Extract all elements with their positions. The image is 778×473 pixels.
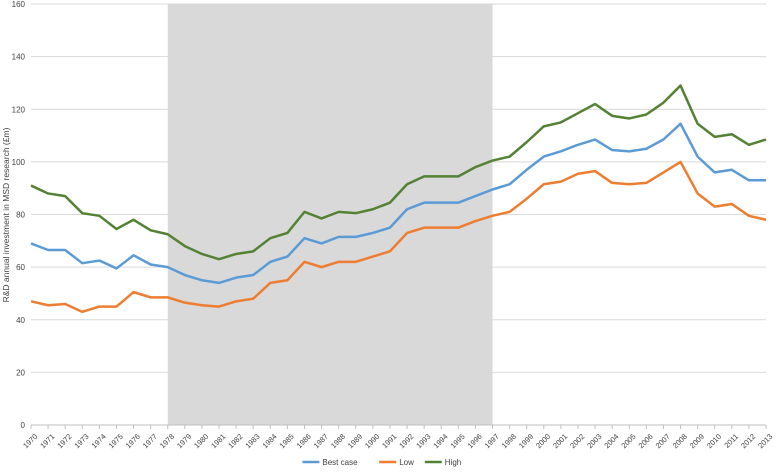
x-tick-label: 1982	[226, 432, 244, 450]
x-tick-label: 1976	[124, 432, 142, 450]
x-tick-label: 1987	[312, 432, 330, 450]
x-tick-label: 1993	[414, 432, 432, 450]
y-tick-label: 140	[12, 53, 26, 62]
x-tick-label: 2004	[602, 432, 620, 450]
y-tick-label: 40	[16, 316, 25, 325]
y-tick-label: 120	[12, 105, 26, 114]
x-tick-label: 1992	[397, 432, 415, 450]
y-tick-label: 100	[12, 158, 26, 167]
x-tick-label: 1970	[21, 432, 39, 450]
x-tick-label: 1973	[72, 432, 90, 450]
x-tick-label: 2001	[551, 432, 569, 450]
y-tick-label: 20	[16, 368, 25, 377]
x-tick-label: 2003	[585, 432, 603, 450]
y-tick-label: 80	[16, 211, 25, 220]
x-tick-label: 2007	[654, 432, 672, 450]
legend-label: Best case	[322, 458, 358, 467]
legend-label: Low	[399, 458, 414, 467]
x-tick-label: 1980	[192, 432, 210, 450]
x-tick-label: 1974	[90, 432, 108, 450]
x-tick-label: 1994	[431, 432, 449, 450]
x-tick-label: 1999	[517, 432, 535, 450]
x-tick-label: 2006	[637, 432, 655, 450]
x-tick-label: 1989	[346, 432, 364, 450]
x-tick-label: 1979	[175, 432, 193, 450]
x-tick-label: 2012	[739, 432, 757, 450]
x-tick-label: 2000	[534, 432, 552, 450]
x-tick-label: 1975	[107, 432, 125, 450]
x-tick-label: 1997	[483, 432, 501, 450]
x-tick-label: 2002	[568, 432, 586, 450]
x-tick-label: 1983	[243, 432, 261, 450]
x-tick-label: 2009	[688, 432, 706, 450]
x-tick-label: 2008	[671, 432, 689, 450]
x-tick-label: 1998	[500, 432, 518, 450]
x-tick-label: 1984	[261, 432, 279, 450]
x-tick-label: 1978	[158, 432, 176, 450]
x-tick-label: 1981	[209, 432, 227, 450]
y-tick-label: 0	[21, 421, 26, 430]
x-tick-label: 2005	[619, 432, 637, 450]
x-tick-label: 1985	[278, 432, 296, 450]
x-tick-label: 1991	[380, 432, 398, 450]
series-line-low	[30, 160, 767, 314]
series-line-best-case	[30, 122, 766, 285]
x-tick-label: 1977	[141, 432, 159, 450]
legend-label: High	[445, 458, 461, 467]
y-axis-label: R&D annual investment in MSD research (£…	[1, 127, 11, 302]
x-tick-label: 1988	[329, 432, 347, 450]
x-tick-label: 2011	[722, 432, 740, 450]
y-tick-label: 60	[16, 263, 25, 272]
x-tick-label: 1971	[38, 432, 56, 450]
legend: Best case Low High	[302, 458, 461, 467]
x-tick-label: 1986	[295, 432, 313, 450]
x-tick-label: 2013	[756, 432, 774, 450]
x-tick-label: 1990	[363, 432, 381, 450]
x-tick-label: 2010	[705, 432, 723, 450]
legend-item: Low	[379, 458, 414, 467]
legend-item: Best case	[302, 458, 358, 467]
legend-item: High	[424, 458, 461, 467]
x-tick-label: 1995	[449, 432, 467, 450]
series-line-high	[30, 84, 767, 261]
x-tick-label: 1996	[466, 432, 484, 450]
x-tick-label: 1972	[55, 432, 73, 450]
y-tick-label: 160	[12, 0, 26, 9]
